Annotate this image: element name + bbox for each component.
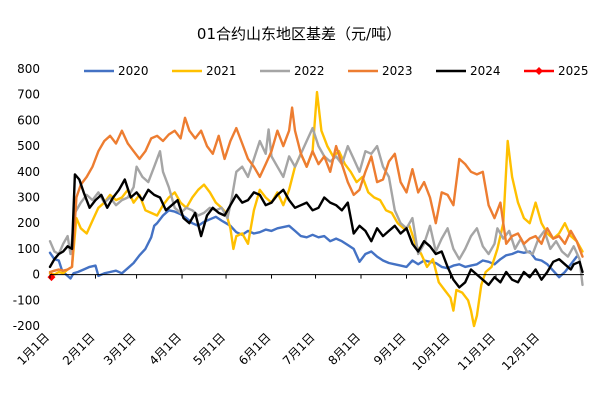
legend: 2020 2021 2022 2023 2024 2025: [84, 64, 589, 78]
legend-label-2020: 2020: [118, 64, 149, 78]
y-tick-label: 800: [17, 62, 40, 76]
x-tick-label: 3月1日: [101, 330, 139, 368]
legend-marker-2025: [535, 67, 543, 75]
x-tick-label: 9月1日: [371, 330, 409, 368]
y-tick-label: 100: [17, 242, 40, 256]
chart-title: 01合约山东地区基差（元/吨）: [197, 25, 401, 43]
x-tick-label: 6月1日: [236, 330, 274, 368]
x-tick-label: 10月1日: [410, 330, 453, 373]
x-tick-label: 1月1日: [14, 330, 52, 368]
y-tick-label: 600: [17, 113, 40, 127]
x-tick-label: 4月1日: [146, 330, 184, 368]
y-tick-label: -200: [13, 319, 40, 333]
legend-label-2025: 2025: [558, 64, 589, 78]
y-tick-label: 0: [32, 268, 40, 282]
series-line-2021: [48, 90, 584, 328]
series-line-2024: [48, 173, 584, 289]
legend-label-2024: 2024: [470, 64, 501, 78]
x-tick-label: 8月1日: [325, 330, 363, 368]
series-point-2025: [47, 273, 56, 282]
y-tick-label: 700: [17, 88, 40, 102]
y-axis: 800 700 600 500 400 300 200 100 0 -100 -200: [13, 62, 40, 333]
x-tick-label: 11月1日: [455, 330, 498, 373]
plot-area: [47, 90, 584, 328]
legend-label-2023: 2023: [382, 64, 413, 78]
x-tick-label: 12月1日: [499, 330, 542, 373]
x-tick-label: 5月1日: [190, 330, 228, 368]
x-tick-label: 2月1日: [60, 330, 98, 368]
legend-label-2021: 2021: [206, 64, 237, 78]
x-axis: 1月1日 2月1日 3月1日 4月1日 5月1日 6月1日 7月1日 8月1日 9月1日 10月1…: [14, 274, 542, 373]
legend-label-2022: 2022: [294, 64, 325, 78]
series-line-2022: [48, 126, 584, 287]
y-tick-label: -100: [13, 293, 40, 307]
x-tick-label: 7月1日: [280, 330, 318, 368]
y-tick-label: 500: [17, 139, 40, 153]
series-line-2020: [48, 209, 578, 280]
y-tick-label: 200: [17, 216, 40, 230]
y-tick-label: 300: [17, 191, 40, 205]
series-line-2023: [48, 106, 584, 274]
y-tick-label: 400: [17, 165, 40, 179]
